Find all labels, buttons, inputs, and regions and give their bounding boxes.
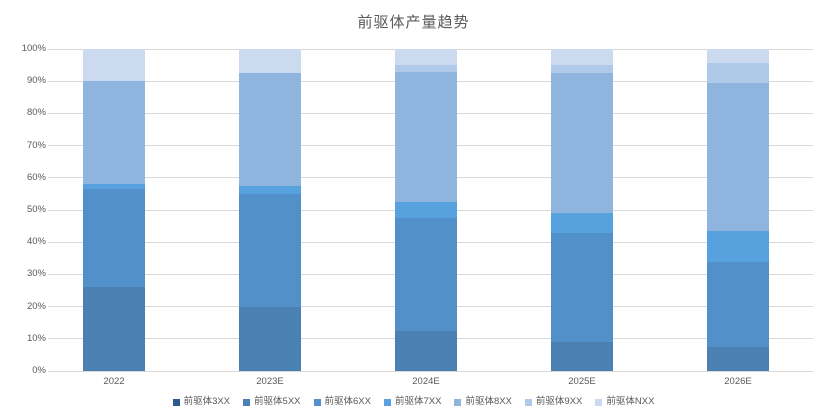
bar-segment-前驱体5XX xyxy=(395,330,457,371)
bar-segment-前驱体7XX xyxy=(551,213,613,233)
bar-segment-前驱体7XX xyxy=(83,184,145,190)
y-axis-tick-label: 60% xyxy=(26,171,46,183)
legend-swatch-icon xyxy=(383,398,391,406)
bar-segment-前驱体NXX xyxy=(83,49,145,82)
legend-label: 前驱体3XX xyxy=(183,396,231,407)
bar-segment-前驱体NXX xyxy=(707,49,769,64)
legend-label: 前驱体9XX xyxy=(535,396,583,407)
y-axis-tick-label: 90% xyxy=(26,75,46,87)
bar-segment-前驱体9XX xyxy=(551,65,613,74)
bar-segment-前驱体9XX xyxy=(707,63,769,83)
x-axis-tick-label: 2022 xyxy=(103,376,125,387)
bar-segment-前驱体6XX xyxy=(707,261,769,347)
x-axis-tick-label: 2023E xyxy=(256,376,284,387)
bar-segment-前驱体5XX xyxy=(551,342,613,371)
legend-item-前驱体9XX: 前驱体9XX xyxy=(524,396,583,407)
legend-swatch-icon xyxy=(172,398,180,406)
bar-segment-前驱体NXX xyxy=(395,49,457,66)
legend-swatch-icon xyxy=(524,398,532,406)
legend-item-前驱体6XX: 前驱体6XX xyxy=(313,396,371,407)
y-axis-tick-label: 0% xyxy=(32,365,46,376)
bar-segment-前驱体8XX xyxy=(239,73,301,186)
legend-item-前驱体NXX: 前驱体NXX xyxy=(595,397,654,407)
bar-2023E xyxy=(239,49,301,371)
bar-segment-前驱体6XX xyxy=(83,189,145,288)
x-axis-tick-label: 2026E xyxy=(724,376,752,387)
bar-segment-前驱体8XX xyxy=(83,81,145,185)
bar-segment-前驱体7XX xyxy=(239,185,301,194)
bar-segment-前驱体8XX xyxy=(707,82,769,231)
legend-item-前驱体8XX: 前驱体8XX xyxy=(454,396,512,407)
bar-2022 xyxy=(83,49,145,371)
x-axis-line xyxy=(48,370,813,372)
bar-segment-前驱体7XX xyxy=(395,201,457,219)
bar-segment-前驱体6XX xyxy=(551,232,613,342)
legend-item-前驱体3XX: 前驱体3XX xyxy=(172,396,231,407)
bar-segment-前驱体5XX xyxy=(707,346,769,371)
bar-segment-前驱体8XX xyxy=(551,73,613,214)
bar-segment-前驱体8XX xyxy=(395,71,457,202)
bar-segment-前驱体NXX xyxy=(239,49,301,74)
chart-title: 前驱体产量趋势 xyxy=(357,14,470,31)
bar-2025E xyxy=(551,49,613,371)
bar-segment-前驱体5XX xyxy=(83,287,145,371)
legend-swatch-icon xyxy=(595,398,603,406)
bar-2024E xyxy=(395,49,457,371)
legend-label: 前驱体NXX xyxy=(606,396,655,407)
legend-label: 前驱体8XX xyxy=(465,396,512,407)
legend-swatch-icon xyxy=(313,398,321,406)
y-axis-tick-label: 10% xyxy=(26,332,46,344)
y-axis-tick-label: 100% xyxy=(21,43,46,54)
bar-segment-前驱体6XX xyxy=(239,193,301,307)
x-axis-tick-label: 2024E xyxy=(412,376,440,387)
y-axis-tick-label: 80% xyxy=(26,107,46,119)
chart-legend: 前驱体3XX 前驱体5XX 前驱体6XX 前驱体7XX 前驱体8XX 前驱体9XX 前驱体N… xyxy=(0,397,827,407)
legend-label: 前驱体7XX xyxy=(394,396,442,407)
y-axis-tick-label: 30% xyxy=(26,268,46,280)
legend-label: 前驱体6XX xyxy=(324,396,371,407)
bar-segment-前驱体7XX xyxy=(707,230,769,262)
y-axis-tick-label: 50% xyxy=(26,204,46,215)
x-axis-tick-label: 2025E xyxy=(568,376,596,387)
bar-segment-前驱体5XX xyxy=(239,306,301,371)
bar-segment-前驱体6XX xyxy=(395,218,457,331)
y-axis-tick-label: 20% xyxy=(26,300,46,312)
y-axis-tick-label: 40% xyxy=(26,236,46,248)
legend-item-前驱体7XX: 前驱体7XX xyxy=(383,396,442,407)
legend-label: 前驱体5XX xyxy=(254,396,301,407)
legend-swatch-icon xyxy=(454,398,462,406)
legend-swatch-icon xyxy=(243,398,251,406)
bar-2026E xyxy=(707,49,769,371)
y-axis-tick-label: 70% xyxy=(26,139,46,151)
bar-segment-前驱体9XX xyxy=(395,65,457,72)
bar-segment-前驱体NXX xyxy=(551,49,613,66)
legend-item-前驱体5XX: 前驱体5XX xyxy=(243,396,301,407)
